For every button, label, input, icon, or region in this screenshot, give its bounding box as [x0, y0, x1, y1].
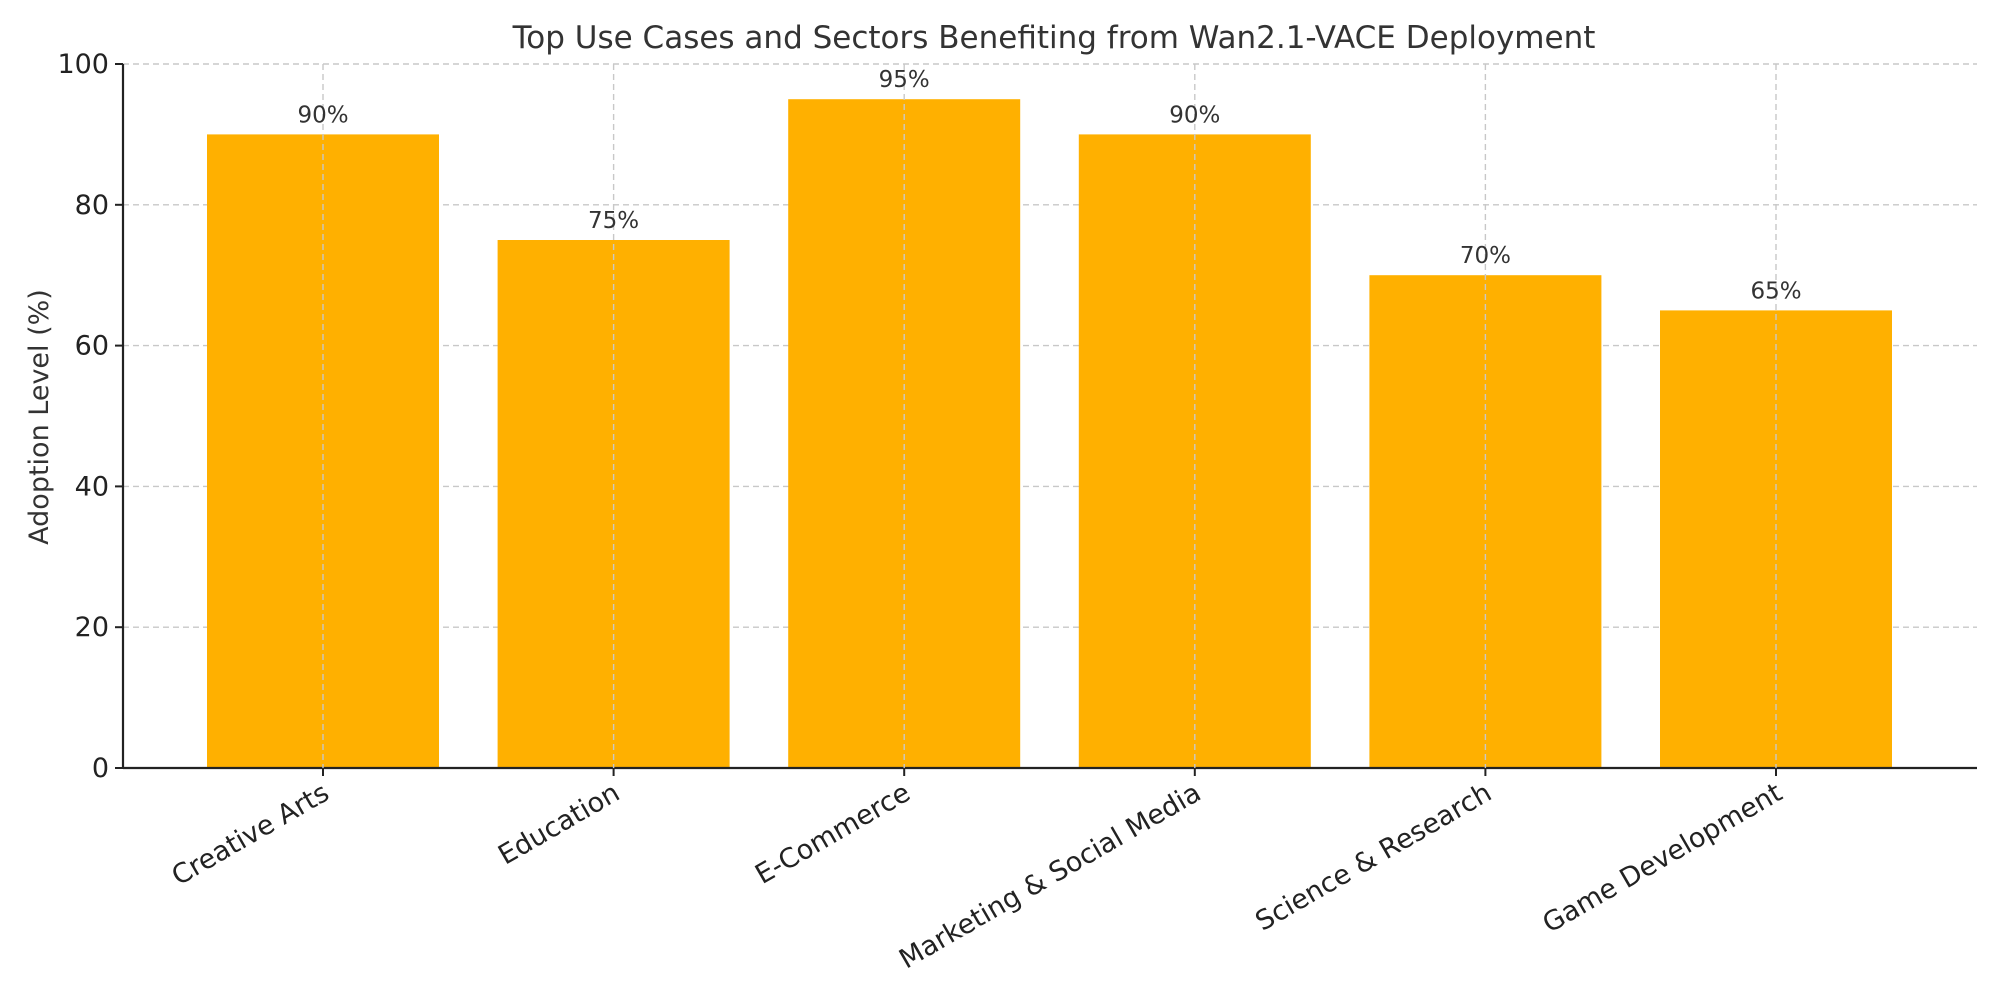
y-tick-label: 100 [57, 49, 109, 80]
data-label: 90% [297, 102, 348, 128]
x-tick-label: Science & Research [1250, 777, 1496, 937]
data-label: 75% [588, 208, 639, 234]
x-tick-label: Marketing & Social Media [894, 777, 1206, 975]
data-label: 70% [1460, 243, 1511, 269]
y-tick-label: 40 [75, 471, 109, 502]
x-tick-label: Education [493, 777, 625, 871]
bars [207, 99, 1892, 768]
chart-title: Top Use Cases and Sectors Benefiting fro… [512, 20, 1596, 56]
data-label: 65% [1750, 278, 1801, 304]
data-label: 95% [879, 67, 930, 93]
data-label: 90% [1169, 102, 1220, 128]
y-tick-label: 0 [92, 753, 109, 784]
x-tick-label: Creative Arts [167, 777, 335, 892]
y-tick-label: 20 [75, 612, 109, 643]
x-tick-label: E-Commerce [750, 777, 916, 891]
axes [115, 63, 1977, 776]
data-labels: 90% 75% 95% 90% 70% 65% [297, 64, 1802, 768]
x-tick-label: Game Development [1538, 777, 1788, 939]
y-tick-label: 80 [75, 190, 109, 221]
y-axis-label: Adoption Level (%) [24, 289, 55, 545]
y-tick-label: 60 [75, 331, 109, 362]
